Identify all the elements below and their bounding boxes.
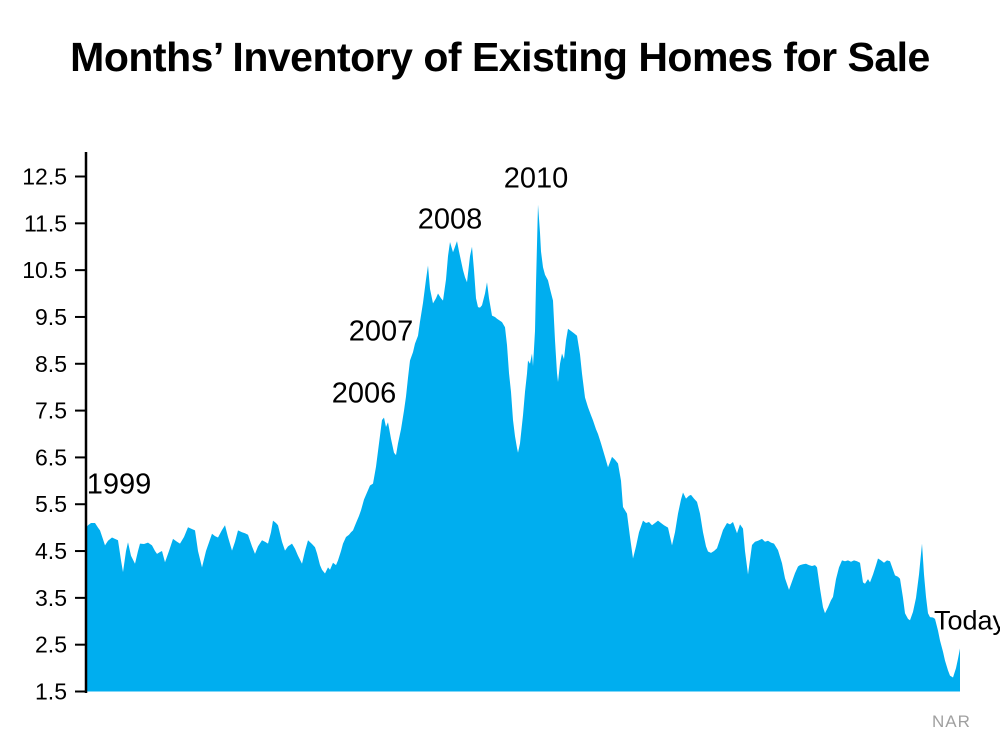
y-tick-label: 10.5 [22,257,67,283]
annotation-2006: 2006 [331,377,397,410]
annotation-2007: 2007 [348,315,414,348]
y-tick-label: 1.5 [35,679,67,705]
inventory-area [86,204,960,692]
y-tick-label: 6.5 [35,444,67,470]
y-tick-label: 4.5 [35,538,67,564]
y-tick-label: 7.5 [35,398,67,424]
y-tick-label: 9.5 [35,304,67,330]
annotation-2008: 2008 [417,203,483,236]
annotation-2010: 2010 [503,162,569,195]
page-title: Months’ Inventory of Existing Homes for … [70,34,930,80]
y-tick-label: 12.5 [22,164,67,190]
y-tick-label: 11.5 [24,210,67,236]
annotation-today: Today [934,605,1000,636]
y-tick-label: 8.5 [35,351,67,377]
annotation-1999: 1999 [86,468,152,501]
source-credit: NAR [932,712,971,731]
y-tick-label: 3.5 [35,585,67,611]
y-tick-label: 2.5 [35,632,67,658]
y-tick-label: 5.5 [35,491,67,517]
